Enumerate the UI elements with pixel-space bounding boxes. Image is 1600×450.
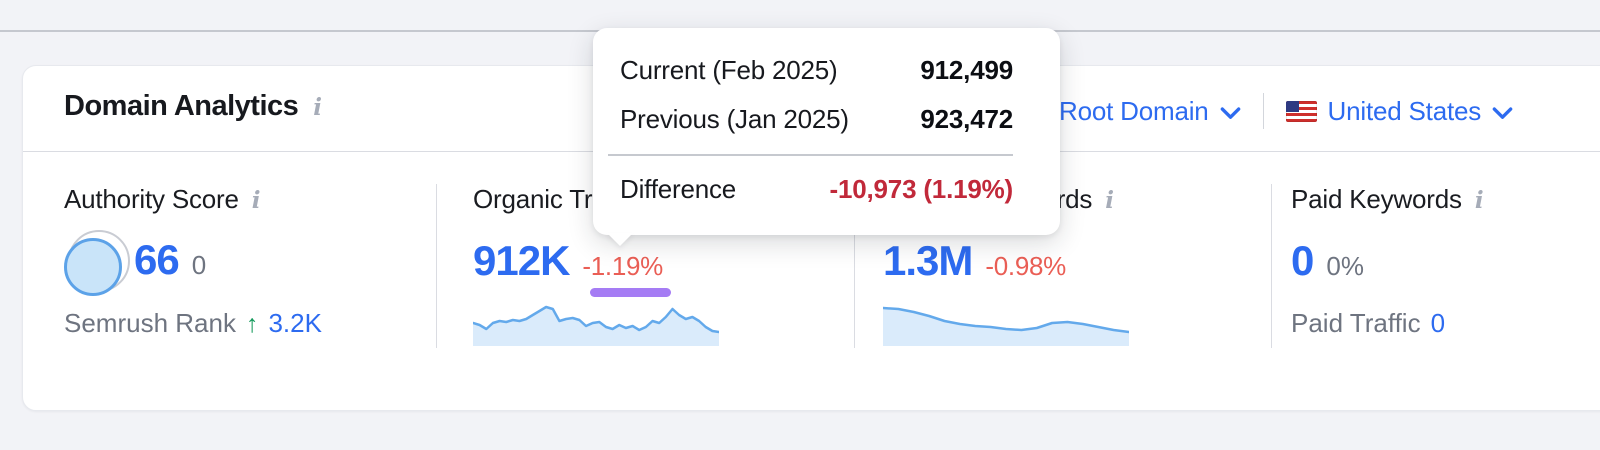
- authority-score-value-row: 66 0: [134, 236, 207, 283]
- organic-keywords-sparkline[interactable]: [883, 306, 1129, 346]
- tooltip-difference-row: Difference -10,973 (1.19%): [620, 174, 1013, 206]
- country-selector[interactable]: United States: [1285, 95, 1514, 127]
- authority-score-label: Authority Score: [64, 184, 239, 214]
- authority-score-value: 66: [134, 236, 180, 283]
- info-icon[interactable]: i: [251, 187, 261, 214]
- paid-traffic-value[interactable]: 0: [1430, 308, 1446, 338]
- tooltip-previous-value: 923,472: [920, 104, 1013, 134]
- section-divider: [436, 184, 437, 348]
- chevron-down-icon: [1220, 106, 1240, 119]
- tooltip-difference-value: -10,973 (1.19%): [829, 174, 1014, 204]
- paid-keywords-label: Paid Keywords: [1291, 184, 1462, 214]
- paid-keywords-header: Paid Keywords i: [1291, 184, 1484, 215]
- organic-traffic-value[interactable]: 912K: [473, 237, 570, 284]
- page-title: Domain Analytics: [64, 90, 299, 122]
- tooltip-current-row: Current (Feb 2025) 912,499: [620, 55, 1013, 87]
- domain-analytics-card: Domain Analytics i Root Domain United St…: [22, 65, 1600, 411]
- paid-keywords-value-row: 0 0%: [1291, 237, 1364, 284]
- header-divider-bar: [1262, 93, 1264, 129]
- country-selector-label: United States: [1327, 95, 1482, 126]
- section-divider: [854, 184, 855, 348]
- info-icon[interactable]: i: [1474, 187, 1484, 214]
- organic-keywords-change[interactable]: -0.98%: [985, 251, 1066, 281]
- info-icon[interactable]: i: [313, 94, 323, 121]
- authority-score-gauge: [64, 230, 130, 296]
- paid-traffic-row: Paid Traffic 0: [1291, 308, 1445, 339]
- section-divider: [1271, 184, 1272, 348]
- tooltip-previous-label: Previous (Jan 2025): [620, 104, 849, 134]
- card-header: Domain Analytics i: [64, 90, 322, 123]
- organic-traffic-value-row: 912K -1.19%: [473, 237, 663, 284]
- tooltip-previous-row: Previous (Jan 2025) 923,472: [620, 104, 1013, 136]
- up-arrow-icon: ↑: [245, 310, 259, 338]
- tooltip-divider: [608, 154, 1013, 156]
- tooltip-current-value: 912,499: [920, 55, 1013, 85]
- organic-traffic-change[interactable]: -1.19%: [582, 251, 663, 281]
- paid-traffic-label: Paid Traffic: [1291, 308, 1421, 338]
- info-icon[interactable]: i: [1105, 187, 1114, 214]
- authority-score-sub: 0: [191, 250, 207, 280]
- scope-selector-label: Root Domain: [1059, 95, 1209, 126]
- change-highlight-bar: [590, 288, 671, 297]
- header-controls: Root Domain United States: [1059, 93, 1513, 129]
- organic-keywords-value[interactable]: 1.3M: [883, 237, 973, 284]
- semrush-rank-label: Semrush Rank: [64, 308, 236, 338]
- chevron-down-icon: [1492, 106, 1513, 119]
- semrush-rank-row: Semrush Rank ↑ 3.2K: [64, 308, 322, 339]
- paid-keywords-value: 0: [1291, 237, 1314, 284]
- gauge-score-circle: [64, 238, 122, 296]
- metric-comparison-tooltip: Current (Feb 2025) 912,499 Previous (Jan…: [593, 28, 1060, 235]
- tooltip-difference-label: Difference: [620, 174, 737, 204]
- scope-selector[interactable]: Root Domain: [1059, 96, 1241, 127]
- organic-traffic-sparkline[interactable]: [473, 299, 719, 346]
- paid-keywords-sub: 0%: [1326, 251, 1364, 281]
- organic-keywords-value-row: 1.3M -0.98%: [883, 237, 1066, 284]
- us-flag-icon: [1285, 100, 1317, 122]
- tooltip-current-label: Current (Feb 2025): [620, 55, 838, 85]
- semrush-rank-value[interactable]: 3.2K: [268, 308, 322, 338]
- authority-score-header: Authority Score i: [64, 184, 261, 215]
